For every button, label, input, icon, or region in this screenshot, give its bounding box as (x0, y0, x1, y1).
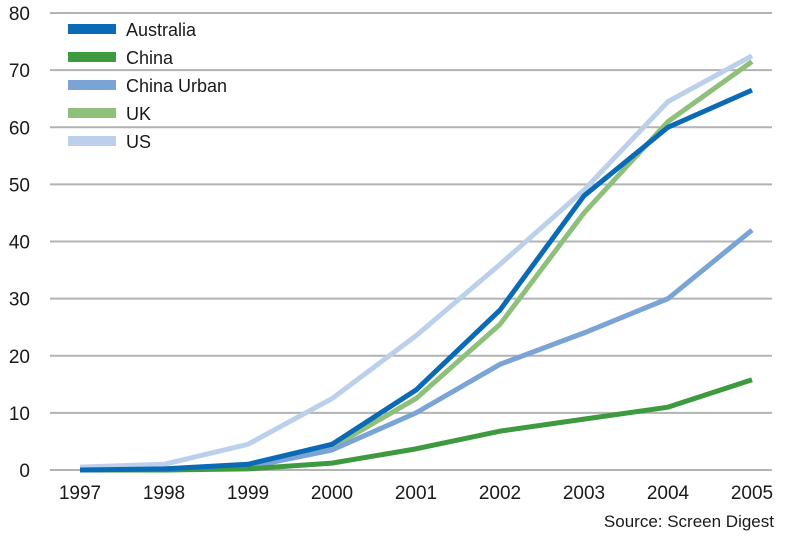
legend-label: China (126, 48, 174, 68)
y-tick-label: 70 (9, 61, 30, 82)
x-axis-tick-labels: 1997 1998 1999 2000 2001 2002 2003 2004 2005 (59, 483, 773, 504)
x-tick-label: 2000 (311, 483, 353, 504)
series-lines (79, 53, 754, 473)
series-line-china (80, 377, 753, 473)
x-tick-label: 1999 (227, 483, 269, 504)
y-tick-label: 30 (9, 290, 30, 311)
legend-swatch (68, 108, 116, 118)
x-tick-label: 2002 (479, 483, 521, 504)
legend-swatch (68, 24, 116, 34)
legend-label: China Urban (126, 76, 227, 96)
x-tick-label: 1998 (143, 483, 185, 504)
legend-label: UK (126, 104, 151, 124)
legend-swatch (68, 136, 116, 146)
y-tick-label: 10 (9, 404, 30, 425)
series-line-china-urban (80, 228, 754, 473)
x-tick-label: 2005 (731, 483, 773, 504)
y-tick-label: 0 (19, 461, 30, 482)
y-tick-label: 50 (9, 175, 30, 196)
legend-swatch (68, 80, 116, 90)
legend-swatch (68, 52, 116, 62)
x-tick-label: 2004 (647, 483, 690, 504)
series-line-us (79, 53, 754, 470)
x-tick-label: 2003 (563, 483, 605, 504)
gridlines (50, 12, 772, 471)
series-line-australia (79, 87, 754, 473)
source-label: Source: Screen Digest (603, 512, 774, 531)
y-tick-label: 60 (9, 118, 30, 139)
y-tick-label: 80 (9, 4, 30, 25)
y-tick-label: 40 (9, 233, 30, 254)
x-tick-label: 2001 (395, 483, 437, 504)
x-tick-label: 1997 (59, 483, 101, 504)
legend-label: Australia (126, 20, 197, 40)
y-tick-label: 20 (9, 347, 30, 368)
legend: Australia China China Urban UK US (68, 20, 227, 152)
legend-label: US (126, 132, 151, 152)
y-axis-tick-labels: 0 10 20 30 40 50 60 70 80 (9, 4, 30, 482)
